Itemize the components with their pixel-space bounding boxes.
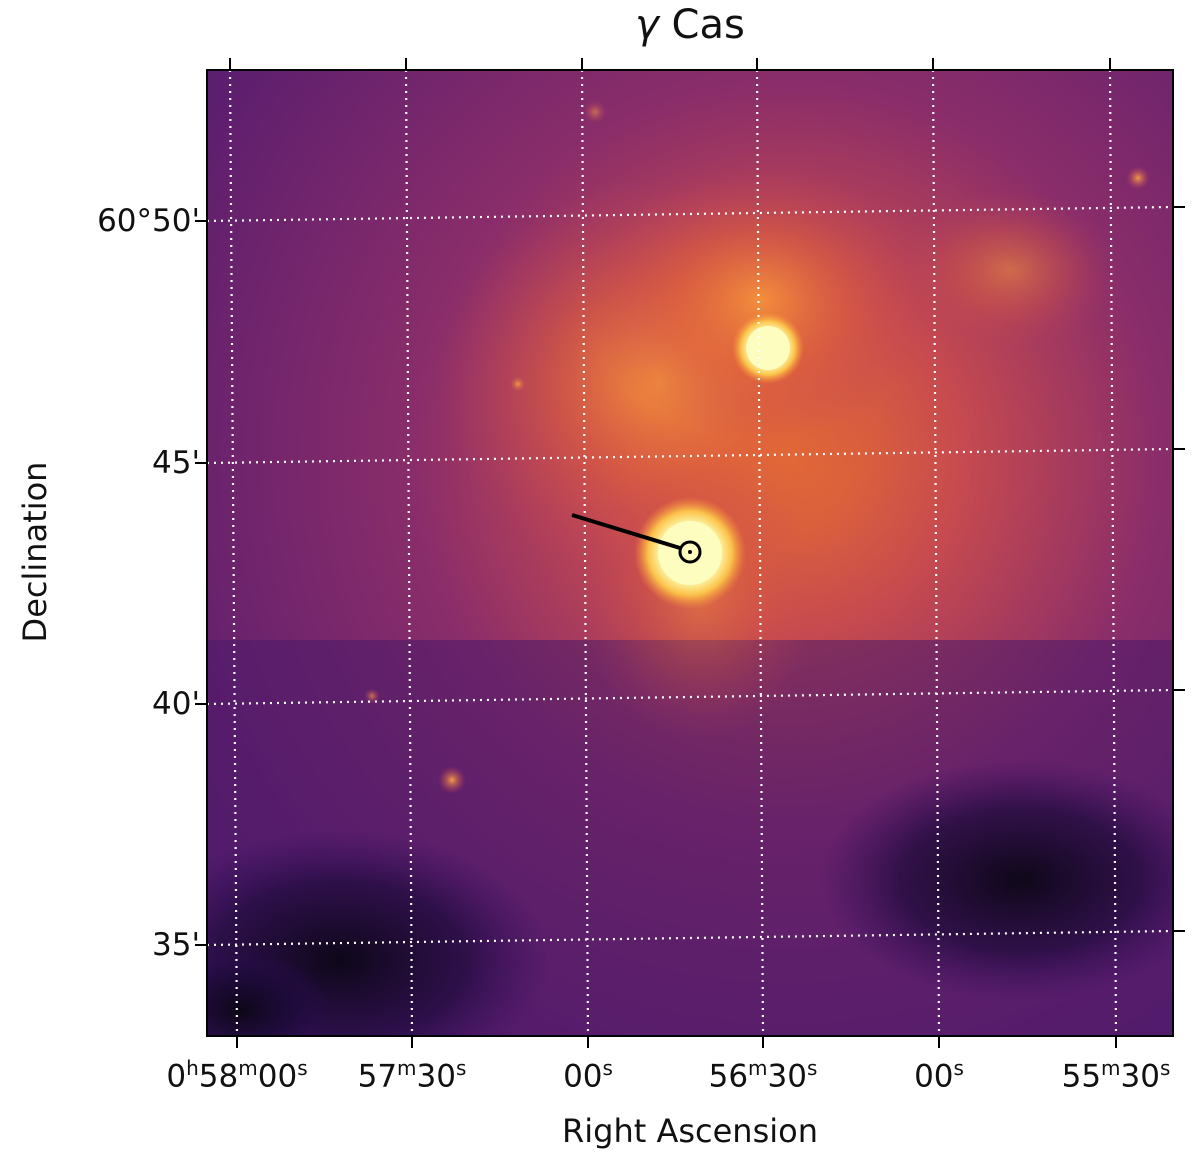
target-marker [571, 513, 702, 564]
ra-tick-label: 56m30s [708, 1056, 818, 1095]
dec-tick-label: 45' [152, 445, 200, 481]
dec-tick-label: 35' [152, 927, 200, 963]
ra-tick-label: 0h58m00s [166, 1056, 308, 1095]
title-prefix: γ [635, 2, 659, 48]
ra-tick-label: 00s [563, 1056, 613, 1095]
dec-tick-label: 40' [152, 686, 200, 722]
dec-tick-label: 60°50' [97, 203, 200, 239]
sky-image [207, 70, 1173, 1036]
figure-title: γ Cas [207, 2, 1173, 48]
x-axis-label: Right Ascension [562, 1112, 818, 1150]
plot-frame [206, 69, 1174, 1037]
coordinate-grid [207, 70, 1173, 1036]
title-text: Cas [671, 2, 745, 48]
ra-tick-label: 57m30s [357, 1056, 467, 1095]
axis-ticks [195, 58, 1185, 1048]
y-axis-label: Declination [16, 461, 54, 643]
ra-tick-label: 55m30s [1061, 1056, 1171, 1095]
ra-tick-label: 00s [914, 1056, 964, 1095]
